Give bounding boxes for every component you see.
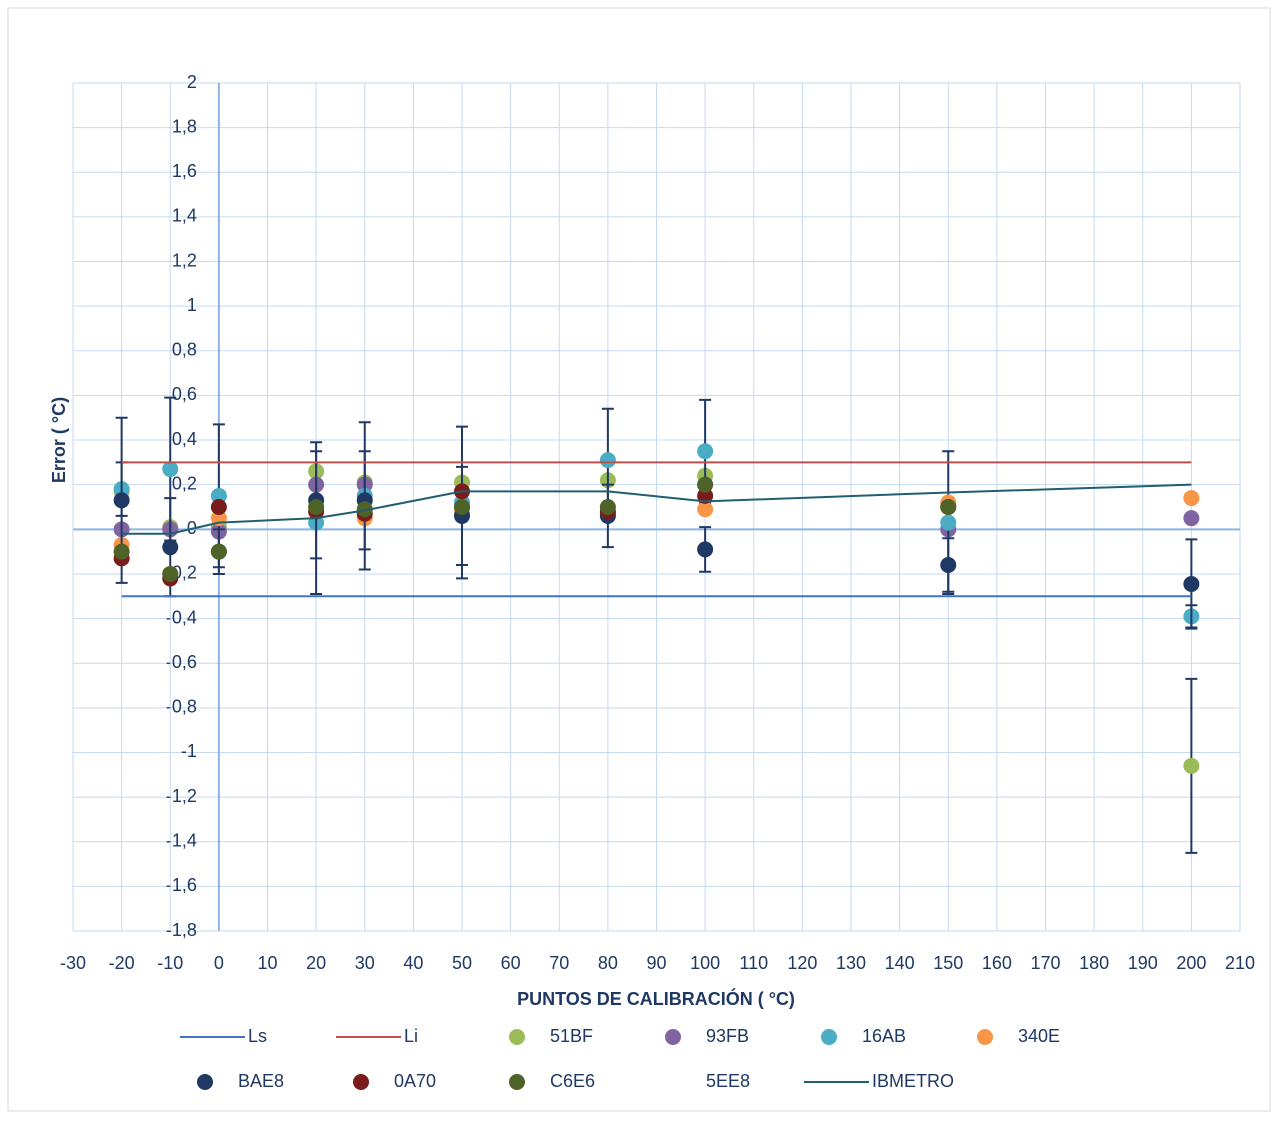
x-tick-label: 120 — [787, 953, 817, 973]
legend-label: Ls — [248, 1026, 267, 1046]
data-point — [210, 487, 227, 504]
y-tick-label: -1,4 — [166, 830, 197, 850]
legend-label: Li — [404, 1026, 418, 1046]
legend-label: 51BF — [550, 1026, 593, 1046]
data-point — [113, 543, 130, 560]
y-tick-label: 0,6 — [172, 384, 197, 404]
y-tick-label: -1 — [181, 741, 197, 761]
legend-label: 340E — [1018, 1026, 1060, 1046]
legend-label: 16AB — [862, 1026, 906, 1046]
data-point — [454, 499, 470, 515]
x-tick-label: 20 — [306, 953, 326, 973]
data-point — [1183, 490, 1200, 507]
series-line — [121, 483, 1192, 535]
x-tick-label: 180 — [1079, 953, 1109, 973]
y-tick-label: -1,2 — [166, 786, 197, 806]
y-tick-label: 1,4 — [172, 206, 197, 226]
y-tick-label: 0,8 — [172, 340, 197, 360]
data-point — [599, 499, 616, 515]
x-tick-label: 30 — [355, 953, 375, 973]
data-point — [210, 499, 227, 515]
y-tick-label: 0,4 — [172, 429, 197, 449]
legend-swatch — [665, 1029, 681, 1045]
x-tick-label: 0 — [214, 953, 224, 973]
legend-swatch — [509, 1074, 525, 1090]
data-point — [697, 476, 714, 493]
legend-label: BAE8 — [238, 1071, 284, 1091]
data-point — [113, 492, 130, 509]
data-point — [1183, 510, 1200, 527]
y-tick-label: 2 — [187, 72, 197, 92]
legend-swatch — [821, 1029, 837, 1045]
x-tick-label: 130 — [836, 953, 866, 973]
y-tick-label: 1,6 — [172, 161, 197, 181]
data-point — [940, 514, 957, 531]
data-point — [162, 461, 179, 478]
data-point — [940, 499, 957, 515]
data-point — [308, 499, 325, 515]
legend-swatch — [509, 1029, 525, 1045]
x-tick-label: -10 — [157, 953, 183, 973]
data-point — [162, 539, 179, 556]
x-tick-label: 50 — [452, 953, 472, 973]
x-tick-label: 90 — [646, 953, 666, 973]
legend-label: 0A70 — [394, 1071, 436, 1091]
y-tick-label: 1,2 — [172, 250, 197, 270]
x-tick-label: -20 — [109, 953, 135, 973]
y-tick-label: -0,4 — [166, 607, 197, 627]
x-tick-label: 70 — [549, 953, 569, 973]
data-point — [697, 487, 714, 504]
legend-swatch — [197, 1074, 213, 1090]
x-tick-label: 10 — [257, 953, 277, 973]
x-axis-title: PUNTOS DE CALIBRACIÓN ( °C) — [517, 988, 795, 1009]
x-tick-label: 80 — [598, 953, 618, 973]
y-tick-label: 1,8 — [172, 116, 197, 136]
y-tick-label: 0,2 — [172, 473, 197, 493]
y-tick-label: -0,8 — [166, 697, 197, 717]
legend-swatch — [353, 1074, 369, 1090]
x-tick-label: 110 — [739, 953, 768, 973]
x-tick-label: 210 — [1225, 953, 1255, 973]
x-tick-label: 100 — [690, 953, 720, 973]
data-point — [210, 543, 227, 560]
legend-swatch — [977, 1029, 993, 1045]
legend-label: IBMETRO — [872, 1071, 954, 1091]
x-tick-label: 160 — [982, 953, 1012, 973]
legend-label: C6E6 — [550, 1071, 595, 1091]
y-tick-label: -0,6 — [166, 652, 197, 672]
data-point — [697, 443, 714, 460]
data-point — [162, 565, 179, 582]
x-tick-label: 200 — [1176, 953, 1206, 973]
x-tick-label: 170 — [1030, 953, 1060, 973]
data-point — [940, 557, 957, 574]
x-tick-label: 150 — [933, 953, 963, 973]
x-tick-label: 140 — [885, 953, 915, 973]
chart-border — [7, 7, 1271, 1112]
data-point — [697, 541, 714, 558]
x-tick-label: 40 — [403, 953, 423, 973]
y-tick-label: -1,8 — [166, 920, 197, 940]
data-point — [697, 501, 714, 518]
data-point — [356, 501, 373, 518]
data-point — [599, 452, 616, 469]
legend-label: 5EE8 — [706, 1071, 750, 1091]
legend-label: 93FB — [706, 1026, 749, 1046]
y-tick-label: -1,6 — [166, 875, 197, 895]
x-tick-label: -30 — [60, 953, 86, 973]
y-tick-label: 1 — [187, 295, 197, 315]
data-point — [1183, 575, 1200, 592]
data-point — [1183, 757, 1200, 774]
y-axis-title: Error ( °C) — [49, 397, 69, 483]
x-tick-label: 60 — [501, 953, 521, 973]
x-tick-label: 190 — [1128, 953, 1158, 973]
